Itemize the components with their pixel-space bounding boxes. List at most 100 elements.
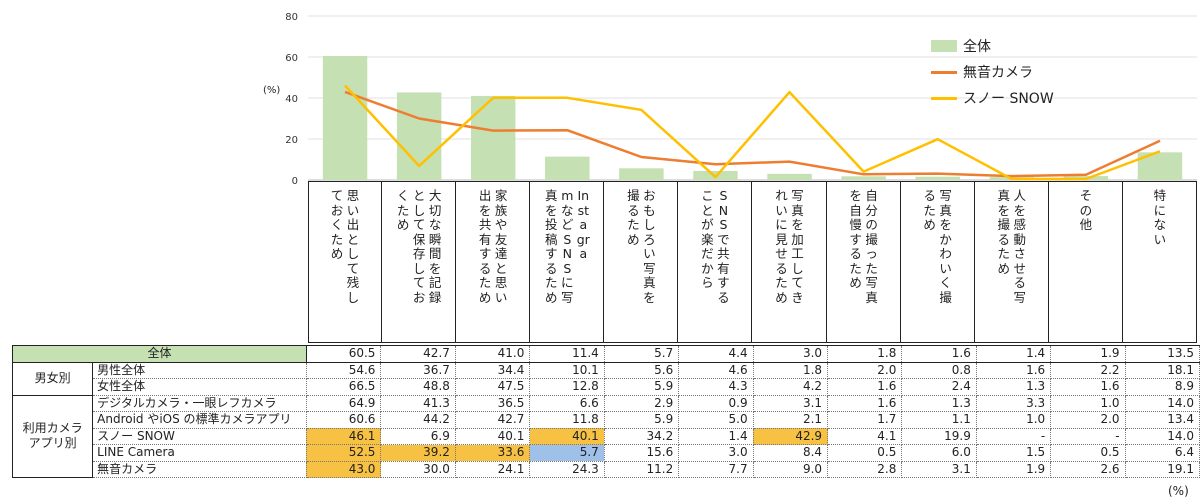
- category-label: おもしろい写真を 撮るため: [604, 181, 679, 343]
- table-row: Android やiOS の標準カメラアプリ 60.6 44.2 42.7 11.8 5.…: [13, 411, 1200, 429]
- series-line: [344, 90, 1161, 178]
- table-cell: 44.2: [380, 411, 456, 429]
- table-cell: 1.7: [827, 411, 903, 429]
- category-label-column: 真を撮るため: [997, 188, 1011, 276]
- table-cell: 1.3: [901, 394, 977, 412]
- legend-label: 無音カメラ: [963, 65, 1033, 81]
- table-cell: 40.1: [454, 427, 531, 445]
- table-cell: 42.9: [752, 427, 829, 445]
- category-label-column: 人を感動させる写: [1013, 188, 1027, 305]
- category-label-column: その他: [1079, 188, 1093, 232]
- table-cell: 41.0: [454, 345, 531, 363]
- table-cell: 11.2: [603, 460, 680, 478]
- legend-label: 全体: [963, 39, 991, 55]
- table-cell: 4.4: [678, 345, 754, 363]
- category-label-column: mなどSNSに写: [561, 188, 574, 305]
- table-cell: 60.5: [305, 345, 382, 363]
- table-cell: 6.9: [380, 427, 456, 445]
- table-cell: 41.3: [380, 394, 456, 412]
- category-label-column: 出を共有するため: [478, 188, 492, 305]
- y-tick-label: 80: [285, 12, 298, 23]
- category-label-column: くため: [396, 188, 410, 232]
- table-cell: 33.6: [454, 444, 531, 462]
- table-cell: 52.5: [305, 444, 382, 462]
- legend-label: スノー SNOW: [963, 91, 1054, 107]
- table-cell: 24.1: [454, 460, 531, 478]
- table-cell: 3.1: [752, 394, 829, 412]
- y-axis-unit: (%): [263, 85, 281, 96]
- table-cell: 2.0: [1050, 411, 1126, 429]
- table-row: LINE Camera 52.5 39.2 33.6 5.7 15.6 3.0 8.4 0.5 6…: [13, 444, 1200, 462]
- legend-item: スノー SNOW: [931, 88, 1054, 108]
- table-cell: 5.0: [678, 411, 754, 429]
- category-label-column: 思い出として残し: [346, 188, 360, 305]
- table-row: 無音カメラ 43.0 30.0 24.1 24.3 11.2 7.7 9.0 2.8 3.1 1.9…: [13, 460, 1200, 478]
- table-cell: 3.0: [678, 444, 754, 462]
- table-cell: 12.8: [529, 378, 605, 396]
- table-cell: 4.6: [678, 361, 754, 379]
- table-cell: 11.4: [529, 345, 605, 363]
- table-row-total: 全体 60.5 42.7 41.0 11.4 5.7 4.4 3.0 1.8 1.6 1.4 1.9 1…: [12, 345, 1200, 363]
- table-cell: 1.6: [1050, 378, 1126, 396]
- table-cell: -: [1050, 427, 1126, 445]
- table-cell: 34.2: [603, 427, 680, 445]
- table-cell: 1.8: [827, 345, 903, 363]
- table-cell: 2.8: [827, 460, 903, 478]
- category-label-frame: [308, 181, 1197, 343]
- legend-item: 全体: [931, 36, 991, 56]
- table-cell: 64.9: [305, 394, 382, 412]
- table-cell: 1.6: [975, 361, 1052, 379]
- row-group-label: 利用カメラアプリ別: [11, 394, 94, 478]
- table-cell: 5.7: [529, 444, 605, 462]
- category-label-column: 特にない: [1153, 188, 1167, 247]
- category-label-column: おもしろい写真を: [643, 188, 656, 305]
- category-label-column: 家族や友達と思い: [494, 188, 508, 305]
- category-label: SNSで共有する ことが楽だから: [678, 181, 753, 343]
- table-cell: 0.9: [678, 394, 754, 412]
- y-tick-label: 40: [285, 94, 298, 105]
- table-cell: 1.3: [975, 378, 1052, 396]
- table-cell: 3.0: [752, 345, 829, 363]
- series-line: [344, 84, 1161, 181]
- y-tick-label: 20: [285, 135, 298, 146]
- table-cell: 5.6: [603, 361, 680, 379]
- table-cell: 15.6: [603, 444, 680, 462]
- table-cell: 13.5: [1124, 345, 1200, 363]
- category-label: その他: [1049, 181, 1123, 343]
- category-label-column: れいに見せるため: [775, 188, 788, 305]
- table-cell: 1.5: [975, 444, 1052, 462]
- bar: [619, 168, 664, 180]
- table-cell: 14.0: [1124, 427, 1200, 445]
- row-label: 無音カメラ: [92, 460, 307, 478]
- category-label-column: 自分の撮った写真: [865, 188, 878, 305]
- table-cell: 43.0: [305, 460, 382, 478]
- bar: [322, 55, 368, 180]
- table-cell: -: [975, 427, 1052, 445]
- bar: [470, 95, 516, 180]
- table-cell: 5.9: [603, 378, 680, 396]
- row-label: LINE Camera: [92, 444, 307, 462]
- table-row: 男女別 男性全体 54.6 36.7 34.4 10.1 5.6 4.6 1.8 2.0 0.8 1.…: [11, 361, 1200, 396]
- table-cell: 19.9: [901, 427, 977, 445]
- row-label: 男性全体: [92, 361, 307, 379]
- row-label: デジタルカメラ・一眼レフカメラ: [92, 394, 307, 412]
- category-label-column: ことが楽だから: [701, 188, 714, 290]
- table-cell: 46.1: [305, 427, 382, 445]
- category-label: 思い出として残し ておくため: [308, 181, 383, 343]
- table-cell: 2.4: [901, 378, 977, 396]
- y-tick-label: 0: [292, 176, 298, 187]
- category-label: 家族や友達と思い 出を共有するため: [456, 181, 531, 343]
- chart-plot: 0 20 40 60 80: [285, 12, 1197, 187]
- category-label: 特にない: [1123, 181, 1197, 343]
- table-cell: 1.6: [827, 394, 903, 412]
- table-cell: 36.7: [380, 361, 456, 379]
- legend-line: [931, 70, 957, 74]
- table-cell: 10.1: [529, 361, 605, 379]
- table-cell: 40.1: [529, 427, 605, 445]
- bar: [841, 176, 886, 180]
- table-cell: 2.2: [1050, 361, 1126, 379]
- table-cell: 2.0: [827, 361, 903, 379]
- table-cell: 0.5: [1050, 444, 1126, 462]
- table-row: 利用カメラアプリ別 デジタルカメラ・一眼レフカメラ 64.9 41.3 36.5 6.6 2…: [11, 394, 1200, 478]
- table-cell: 4.1: [827, 427, 903, 445]
